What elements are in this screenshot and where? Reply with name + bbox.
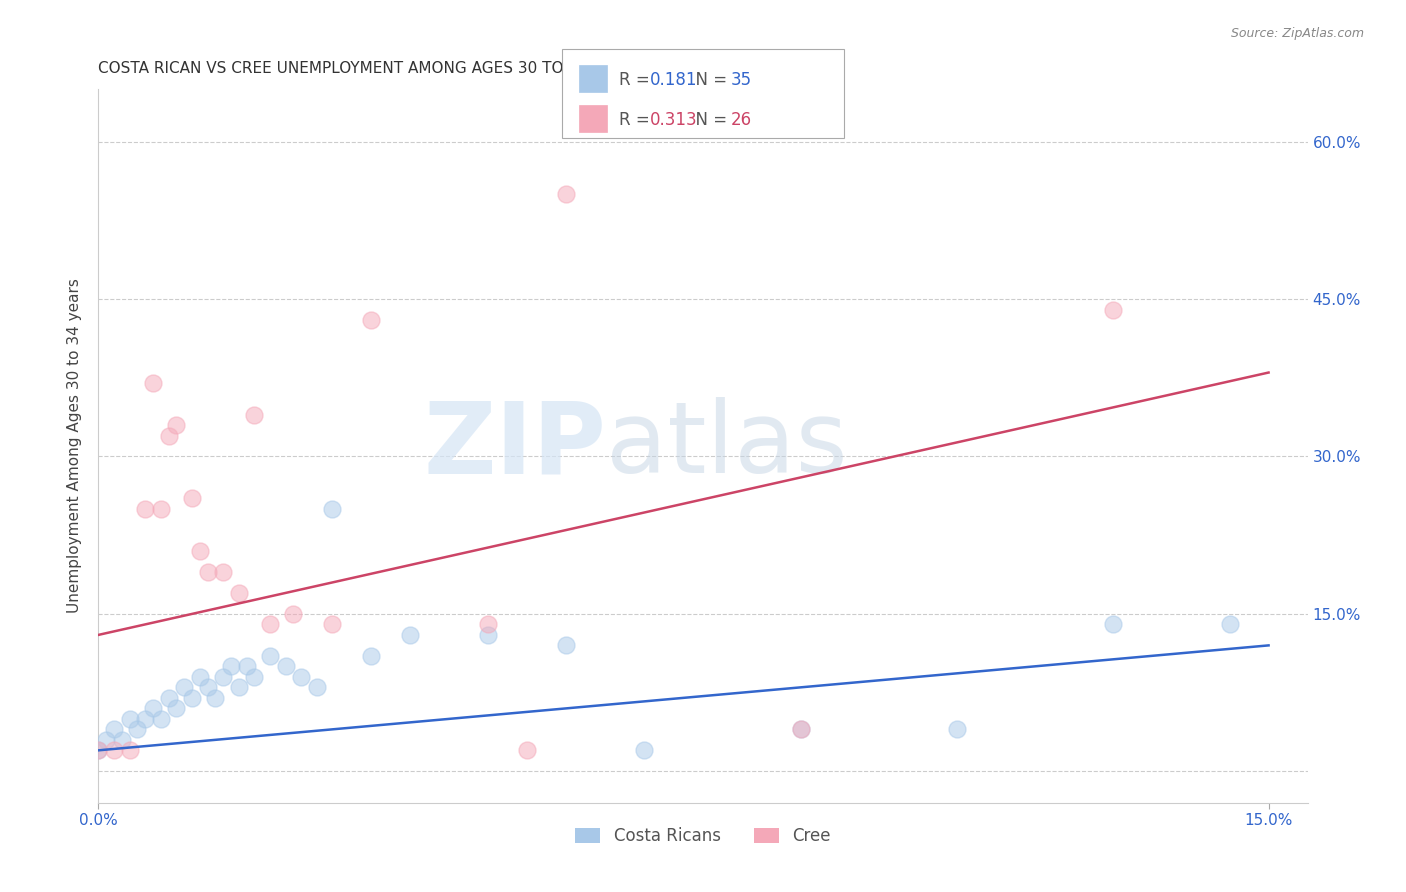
Point bbox=[103, 723, 125, 737]
Point bbox=[157, 428, 180, 442]
Text: 35: 35 bbox=[731, 71, 752, 89]
Point bbox=[96, 732, 118, 747]
Point bbox=[149, 712, 172, 726]
Point bbox=[212, 565, 235, 579]
Point bbox=[219, 659, 242, 673]
Text: atlas: atlas bbox=[606, 398, 848, 494]
Point bbox=[142, 376, 165, 390]
Point bbox=[321, 617, 343, 632]
Point bbox=[516, 743, 538, 757]
Point bbox=[789, 723, 811, 737]
Point bbox=[165, 417, 187, 432]
Point bbox=[399, 628, 422, 642]
Point bbox=[118, 743, 141, 757]
Point bbox=[134, 712, 156, 726]
Point bbox=[111, 732, 134, 747]
Point bbox=[283, 607, 305, 621]
Point bbox=[477, 617, 499, 632]
Point bbox=[243, 670, 266, 684]
Point bbox=[321, 502, 343, 516]
Point bbox=[1219, 617, 1241, 632]
Point bbox=[945, 723, 967, 737]
Text: R =: R = bbox=[619, 112, 655, 129]
Point bbox=[235, 659, 257, 673]
Point bbox=[477, 628, 499, 642]
Point bbox=[188, 544, 211, 558]
Point bbox=[274, 659, 297, 673]
Point bbox=[87, 743, 110, 757]
Text: R =: R = bbox=[619, 71, 655, 89]
Point bbox=[165, 701, 187, 715]
Point bbox=[633, 743, 655, 757]
Text: N =: N = bbox=[685, 112, 733, 129]
Point bbox=[118, 712, 141, 726]
Point bbox=[1101, 302, 1123, 317]
Point bbox=[212, 670, 235, 684]
Point bbox=[197, 681, 219, 695]
Point bbox=[149, 502, 172, 516]
Point bbox=[181, 690, 204, 705]
Point bbox=[305, 681, 328, 695]
Point bbox=[555, 639, 578, 653]
Text: 0.181: 0.181 bbox=[650, 71, 697, 89]
Point bbox=[157, 690, 180, 705]
Point bbox=[127, 723, 149, 737]
Point bbox=[181, 491, 204, 506]
Point bbox=[87, 743, 110, 757]
Point bbox=[142, 701, 165, 715]
Point bbox=[259, 648, 281, 663]
Point bbox=[188, 670, 211, 684]
Legend: Costa Ricans, Cree: Costa Ricans, Cree bbox=[568, 821, 838, 852]
Text: COSTA RICAN VS CREE UNEMPLOYMENT AMONG AGES 30 TO 34 YEARS CORRELATION CHART: COSTA RICAN VS CREE UNEMPLOYMENT AMONG A… bbox=[98, 61, 813, 76]
Point bbox=[134, 502, 156, 516]
Text: N =: N = bbox=[685, 71, 733, 89]
Point bbox=[1101, 617, 1123, 632]
Point bbox=[243, 408, 266, 422]
Point bbox=[228, 586, 250, 600]
Point bbox=[290, 670, 312, 684]
Text: Source: ZipAtlas.com: Source: ZipAtlas.com bbox=[1230, 27, 1364, 40]
Point bbox=[360, 313, 382, 327]
Point bbox=[228, 681, 250, 695]
Text: 26: 26 bbox=[731, 112, 752, 129]
Point bbox=[360, 648, 382, 663]
Point bbox=[204, 690, 226, 705]
Text: 0.313: 0.313 bbox=[650, 112, 697, 129]
Point bbox=[197, 565, 219, 579]
Text: ZIP: ZIP bbox=[423, 398, 606, 494]
Point bbox=[555, 187, 578, 202]
Y-axis label: Unemployment Among Ages 30 to 34 years: Unemployment Among Ages 30 to 34 years bbox=[67, 278, 83, 614]
Point bbox=[103, 743, 125, 757]
Point bbox=[259, 617, 281, 632]
Point bbox=[173, 681, 195, 695]
Point bbox=[789, 723, 811, 737]
